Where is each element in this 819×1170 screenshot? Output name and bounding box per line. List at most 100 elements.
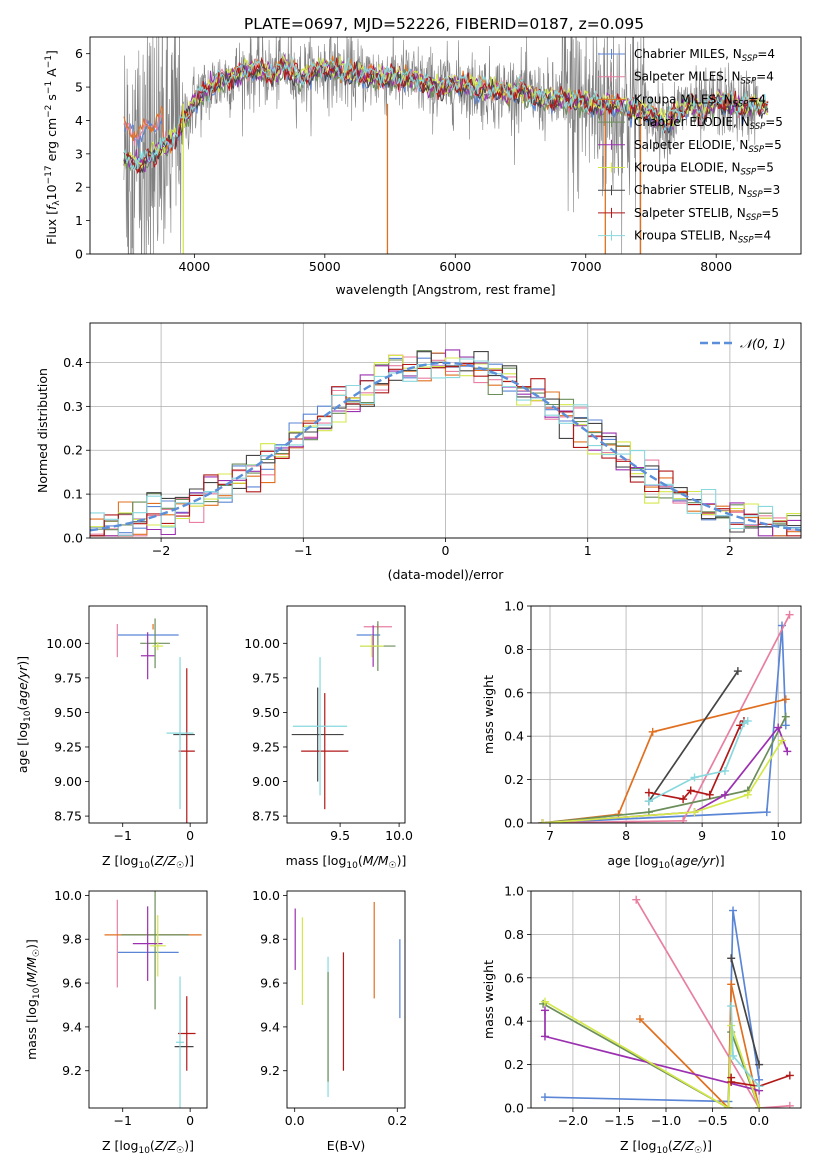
y-tick-label: 5 xyxy=(75,80,83,95)
y-tick-label: 0.8 xyxy=(504,642,524,657)
weight-marker xyxy=(540,1093,549,1102)
weight-marker xyxy=(729,906,738,915)
weight-marker xyxy=(648,727,657,736)
histogram-step-kroupa-stelib xyxy=(90,358,801,536)
weight-marker xyxy=(755,1060,764,1069)
weight-series-line xyxy=(635,899,790,1108)
x-tick-label: −1 xyxy=(113,1113,131,1128)
x-tick-label: −1 xyxy=(113,828,131,843)
y-tick-label: 9.8 xyxy=(260,932,280,947)
errorbar-point xyxy=(149,915,166,977)
axes-frame xyxy=(88,605,208,824)
x-tick-label: 6000 xyxy=(439,259,471,274)
x-tick-label: 10.0 xyxy=(385,828,413,843)
weight-series-line xyxy=(639,984,760,1108)
x-tick-label: 10 xyxy=(770,828,786,843)
y-tick-label: 9.75 xyxy=(54,670,82,685)
axes-frame xyxy=(89,322,802,539)
errorbar-point xyxy=(175,976,185,1108)
weight-marker xyxy=(774,723,783,732)
x-tick-label: 0.2 xyxy=(387,1113,407,1128)
weight-marker xyxy=(720,766,729,775)
x-tick-label: 1 xyxy=(584,543,592,558)
legend-entry: Salpeter ELODIE, NSSP=5 xyxy=(598,138,782,155)
spectrum-panel: 4000 5000 6000 7000 8000 0 1 2 3 4 5 6 wavelength [A… xyxy=(44,36,802,297)
histogram-step-salpeter-stelib xyxy=(90,362,801,537)
errorbar-point xyxy=(178,996,196,1071)
y-tick-label: 0.1 xyxy=(63,487,83,502)
mass_vs_Z-y-label: mass [log10(M/M☉)] xyxy=(24,939,42,1060)
weight-marker xyxy=(785,1071,794,1080)
y-tick-label: 9.25 xyxy=(54,739,82,754)
legend-label: Salpeter MILES, NSSP=4 xyxy=(634,70,774,87)
plot-area xyxy=(538,610,794,823)
mass_vs_Z-x-label: Z [log10(Z/Z☉)] xyxy=(102,1138,194,1156)
weight-marker xyxy=(644,788,653,797)
weight-series-line xyxy=(648,670,739,802)
legend-label: Chabrier MILES, NSSP=4 xyxy=(634,47,775,64)
y-tick-label: 9.2 xyxy=(62,1063,82,1078)
weight-marker xyxy=(635,1015,644,1024)
mass-vs-metallicity-panel: −1 0 9.2 9.4 9.6 9.8 10.0 Z [log10(Z/Z☉)] mass [… xyxy=(24,888,208,1156)
x-tick-label: 9 xyxy=(698,828,706,843)
weight-series-line xyxy=(542,740,783,823)
weight-marker xyxy=(644,797,653,806)
axes-frame xyxy=(286,605,406,824)
x-tick-label: 2 xyxy=(726,543,734,558)
weight-marker xyxy=(727,1077,736,1086)
weight-marker xyxy=(720,790,729,799)
x-tick-label: −0.5 xyxy=(697,1113,727,1128)
legend-entry: Chabrier STELIB, NSSP=3 xyxy=(598,183,780,200)
x-tick-label: −1 xyxy=(294,543,312,558)
legend-label: Chabrier STELIB, NSSP=3 xyxy=(634,183,780,200)
weight-marker xyxy=(727,954,736,963)
weight-marker xyxy=(724,1104,733,1108)
y-tick-label: 9.00 xyxy=(252,774,280,789)
x-tick-label: 0 xyxy=(442,543,450,558)
age_vs_Z-x-label: Z [log10(Z/Z☉)] xyxy=(102,853,194,871)
weight-marker xyxy=(705,790,714,799)
plot-area xyxy=(90,349,801,537)
y-tick-label: 10.00 xyxy=(46,636,82,651)
weight-marker xyxy=(743,717,752,726)
y-tick-label: 0.4 xyxy=(504,729,524,744)
errorbar-point xyxy=(140,632,155,680)
x-tick-label: 9.5 xyxy=(330,828,350,843)
weight-marker xyxy=(755,1082,764,1091)
legend-entry: Chabrier ELODIE, NSSP=5 xyxy=(598,115,783,132)
axes-frame xyxy=(530,890,802,1109)
y-tick-label: 0.2 xyxy=(504,772,524,787)
age_vs_Z-y-label: age [log10(age/yr)] xyxy=(15,656,33,773)
plot-area xyxy=(123,37,769,254)
residuals-x-label: (data-model)/error xyxy=(388,567,505,582)
weight-marker xyxy=(777,736,786,745)
y-tick-label: 0.3 xyxy=(63,399,83,414)
age-vs-mass-panel: 9.5 10.0 8.75 9.00 9.25 9.50 9.75 10.00 mass [lo… xyxy=(244,605,413,871)
mass_vs_ebv-x-label: E(B-V) xyxy=(327,1138,366,1153)
y-tick-label: 9.50 xyxy=(54,705,82,720)
y-tick-label: 4 xyxy=(75,113,83,128)
x-tick-label: 0 xyxy=(186,1113,194,1128)
axes-frame xyxy=(286,890,406,1109)
legend-label: Salpeter STELIB, NSSP=5 xyxy=(634,206,779,223)
weight-marker xyxy=(679,795,688,804)
y-tick-label: 9.25 xyxy=(252,739,280,754)
figure-title: PLATE=0697, MJD=52226, FIBERID=0187, z=0… xyxy=(244,15,644,33)
x-tick-label: 0.0 xyxy=(285,1113,305,1128)
errorbar-point xyxy=(301,693,349,810)
y-tick-label: 8.75 xyxy=(252,809,280,824)
legend-entry: Salpeter STELIB, NSSP=5 xyxy=(598,206,779,223)
weight-series-line xyxy=(730,958,760,1065)
legend-entry: Kroupa STELIB, NSSP=4 xyxy=(598,229,771,246)
spectrum-model-line-kroupa-elodie xyxy=(123,55,769,169)
y-tick-label: 9.4 xyxy=(62,1019,82,1034)
weight-marker xyxy=(686,786,695,795)
residuals-y-label: Normed distribution xyxy=(35,368,50,493)
y-tick-label: 0.4 xyxy=(504,1014,524,1029)
weight_vs_Z-x-label: Z [log10(Z/Z☉)] xyxy=(620,1138,712,1156)
axes-frame xyxy=(88,890,208,1109)
y-tick-label: 9.8 xyxy=(62,932,82,947)
legend-entry: Kroupa ELODIE, NSSP=5 xyxy=(598,161,774,178)
weight-marker xyxy=(733,667,742,676)
